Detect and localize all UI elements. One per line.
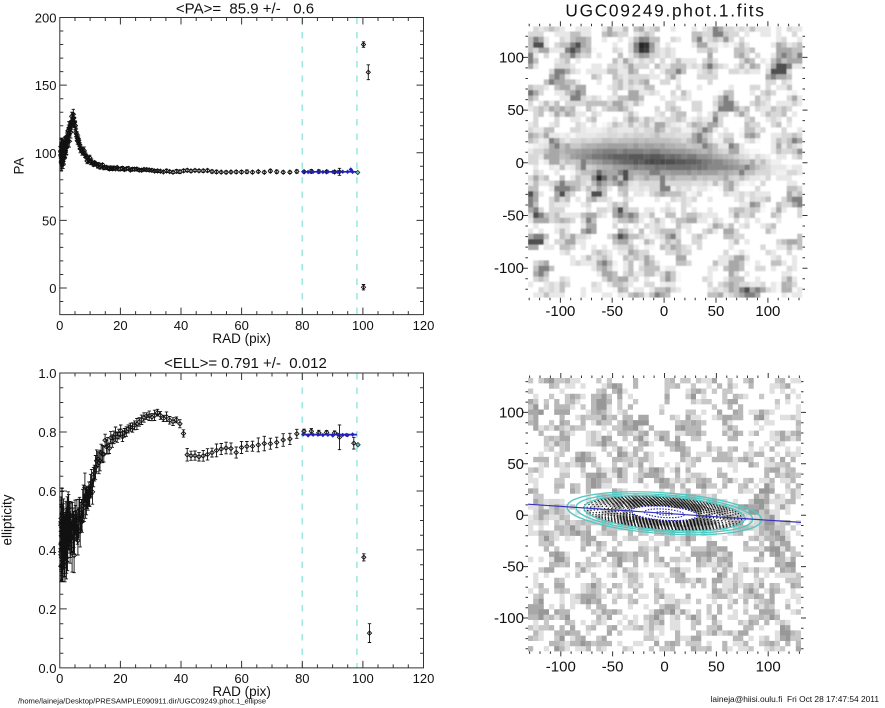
svg-text:80: 80 <box>295 671 309 686</box>
svg-text:-100: -100 <box>494 260 524 277</box>
svg-text:0: 0 <box>56 318 63 333</box>
svg-text:-100: -100 <box>545 303 575 320</box>
svg-text:0.2: 0.2 <box>38 602 56 617</box>
svg-text:0: 0 <box>516 155 524 172</box>
svg-text:100: 100 <box>352 671 374 686</box>
svg-text:PA: PA <box>12 157 27 174</box>
svg-text:40: 40 <box>174 671 188 686</box>
svg-text:50: 50 <box>507 456 524 473</box>
svg-text:/home/laineja/Desktop/PRESAMPL: /home/laineja/Desktop/PRESAMPLE090911.di… <box>18 697 266 706</box>
svg-text:100: 100 <box>35 146 57 161</box>
svg-text:50: 50 <box>708 303 725 320</box>
svg-text:-50: -50 <box>502 559 524 576</box>
svg-text:0.4: 0.4 <box>38 543 56 558</box>
svg-text:1.0: 1.0 <box>38 366 56 381</box>
svg-text:-50: -50 <box>601 303 623 320</box>
svg-text:120: 120 <box>413 318 435 333</box>
svg-text:0.8: 0.8 <box>38 425 56 440</box>
svg-text:0.6: 0.6 <box>38 484 56 499</box>
svg-text:-50: -50 <box>602 659 624 676</box>
svg-text:80: 80 <box>295 318 309 333</box>
svg-text:50: 50 <box>42 213 56 228</box>
svg-text:100: 100 <box>756 659 781 676</box>
svg-text:50: 50 <box>708 659 725 676</box>
svg-text:0: 0 <box>49 281 56 296</box>
svg-text:100: 100 <box>352 318 374 333</box>
svg-text:0: 0 <box>660 303 668 320</box>
svg-text:60: 60 <box>234 318 248 333</box>
svg-text:<PA>= 85.9 +/- 0.6: <PA>= 85.9 +/- 0.6 <box>176 1 314 18</box>
svg-text:40: 40 <box>174 318 188 333</box>
svg-text:RAD (pix): RAD (pix) <box>212 331 271 346</box>
svg-text:20: 20 <box>113 671 127 686</box>
svg-text:200: 200 <box>35 11 57 26</box>
svg-text:0: 0 <box>516 507 524 524</box>
svg-text:120: 120 <box>413 671 435 686</box>
svg-text:0: 0 <box>56 671 63 686</box>
svg-text:RAD (pix): RAD (pix) <box>212 684 271 699</box>
svg-text:-100: -100 <box>494 610 524 627</box>
svg-text:0.0: 0.0 <box>38 661 56 676</box>
svg-text:-100: -100 <box>546 659 576 676</box>
svg-text:50: 50 <box>507 102 524 119</box>
svg-text:ellipticity: ellipticity <box>0 494 15 545</box>
svg-text:100: 100 <box>755 303 780 320</box>
svg-text:laineja@hiisi.oulu.fi Fri Oct: laineja@hiisi.oulu.fi Fri Oct 28 17:47:5… <box>711 694 880 704</box>
svg-text:0: 0 <box>660 659 668 676</box>
svg-text:100: 100 <box>499 404 524 421</box>
svg-text:<ELL>= 0.791 +/- 0.012: <ELL>= 0.791 +/- 0.012 <box>164 355 327 372</box>
svg-text:-50: -50 <box>502 208 524 225</box>
svg-text:UGC09249.phot.1.fits: UGC09249.phot.1.fits <box>565 1 765 21</box>
svg-text:100: 100 <box>499 49 524 66</box>
svg-text:20: 20 <box>113 318 127 333</box>
svg-text:60: 60 <box>234 671 248 686</box>
svg-text:150: 150 <box>35 78 57 93</box>
